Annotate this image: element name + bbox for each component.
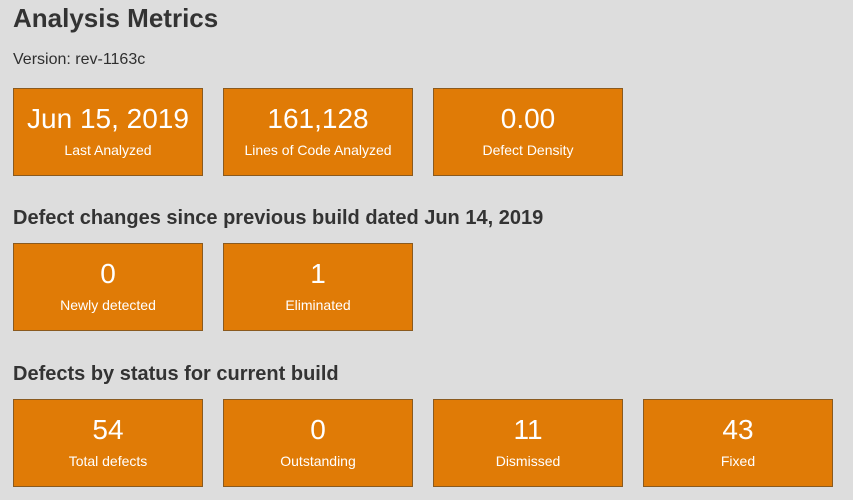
fixed-label: Fixed (720, 453, 756, 469)
total-defects-tile: 54 Total defects (13, 399, 203, 487)
total-defects-label: Total defects (68, 453, 148, 469)
total-defects-value: 54 (92, 414, 124, 445)
last-analyzed-label: Last Analyzed (64, 142, 152, 158)
fixed-tile: 43 Fixed (643, 399, 833, 487)
summary-row: Jun 15, 2019 Last Analyzed 161,128 Lines… (13, 88, 643, 176)
defect-density-tile: 0.00 Defect Density (433, 88, 623, 176)
outstanding-tile: 0 Outstanding (223, 399, 413, 487)
defect-density-value: 0.00 (500, 103, 556, 134)
lines-of-code-label: Lines of Code Analyzed (244, 142, 392, 158)
defect-changes-heading: Defect changes since previous build date… (13, 207, 544, 229)
newly-detected-tile: 0 Newly detected (13, 243, 203, 331)
newly-detected-label: Newly detected (60, 297, 156, 313)
dismissed-tile: 11 Dismissed (433, 399, 623, 487)
dismissed-label: Dismissed (495, 453, 561, 469)
lines-of-code-value: 161,128 (267, 103, 369, 134)
outstanding-label: Outstanding (280, 453, 356, 469)
last-analyzed-tile: Jun 15, 2019 Last Analyzed (13, 88, 203, 176)
eliminated-label: Eliminated (285, 297, 351, 313)
lines-of-code-tile: 161,128 Lines of Code Analyzed (223, 88, 413, 176)
last-analyzed-value: Jun 15, 2019 (27, 103, 189, 134)
page-title: Analysis Metrics (13, 3, 219, 33)
eliminated-tile: 1 Eliminated (223, 243, 413, 331)
fixed-value: 43 (722, 414, 754, 445)
defect-density-label: Defect Density (482, 142, 574, 158)
newly-detected-value: 0 (100, 258, 116, 289)
dismissed-value: 11 (513, 414, 543, 445)
defects-by-status-row: 54 Total defects 0 Outstanding 11 Dismis… (13, 399, 833, 487)
defects-by-status-heading: Defects by status for current build (13, 363, 339, 385)
eliminated-value: 1 (310, 258, 326, 289)
version-label: Version: rev-1163c (13, 51, 146, 68)
outstanding-value: 0 (310, 414, 326, 445)
defect-changes-row: 0 Newly detected 1 Eliminated (13, 243, 433, 331)
